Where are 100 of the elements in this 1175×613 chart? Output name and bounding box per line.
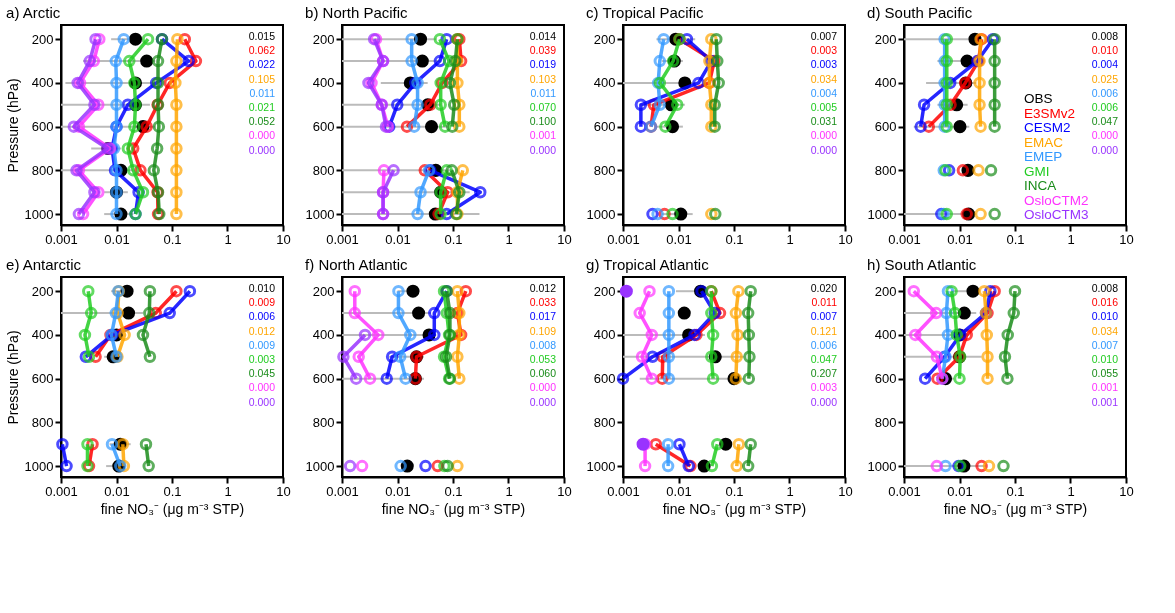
y-tick-label: 200 [593, 283, 616, 299]
annotation: 0.025 [1091, 72, 1119, 85]
y-tick-label: 600 [312, 119, 335, 135]
y-tick-label: 200 [874, 283, 897, 299]
annotation: 0.005 [810, 101, 838, 113]
annotation: 0.001 [1091, 395, 1119, 408]
annotation: 0.034 [1091, 324, 1119, 337]
x-tick-label: 10 [1119, 483, 1134, 499]
annotation: 0.000 [810, 129, 838, 142]
x-tick-label: 1 [224, 483, 232, 499]
x-tick-label: 0.1 [1006, 231, 1025, 247]
annotation: 0.001 [529, 129, 557, 142]
annotation: 0.022 [248, 58, 276, 71]
annotation: 0.001 [1091, 381, 1119, 394]
x-axis-title: fine NO₃⁻ (μg m⁻³ STP) [943, 500, 1088, 517]
y-tick-label: 400 [593, 75, 616, 91]
text: GMI [1023, 163, 1050, 179]
annotation: 0.008 [529, 338, 557, 351]
x-tick-label: 0.01 [666, 483, 692, 499]
annotation: 0.047 [1091, 115, 1119, 128]
x-tick-label: 10 [838, 483, 853, 499]
annotation: 0.010 [1091, 353, 1119, 365]
y-tick-label: 800 [874, 414, 897, 430]
x-tick-label: 0.1 [163, 483, 182, 499]
annotation: 0.003 [810, 44, 838, 57]
x-tick-label: 0.001 [45, 483, 78, 499]
annotation: 0.003 [248, 353, 276, 365]
x-tick-label: 0.001 [607, 483, 640, 499]
annotation: 0.010 [1091, 310, 1119, 323]
annotation: 0.004 [1091, 58, 1119, 71]
x-tick-label: 0.001 [607, 231, 640, 247]
y-tick-label: 200 [312, 283, 335, 299]
annotation: 0.000 [248, 395, 276, 408]
x-tick-label: 0.01 [385, 483, 411, 499]
y-tick-label: 400 [874, 75, 897, 91]
chart-title: g) Tropical Atlantic [586, 256, 710, 273]
x-tick-label: 0.1 [725, 231, 744, 247]
annotation: 0.020 [810, 282, 838, 294]
x-tick-label: 0.01 [666, 231, 692, 247]
y-tick-label: 200 [312, 31, 335, 47]
annotation: 0.009 [248, 338, 276, 351]
x-tick-label: 0.01 [947, 231, 973, 247]
annotation: 0.052 [248, 115, 276, 128]
annotation: 0.004 [810, 86, 838, 99]
annotation: 0.006 [1091, 86, 1119, 99]
x-tick-label: 10 [276, 483, 291, 499]
x-tick-label: 0.001 [326, 483, 359, 499]
annotation: 0.055 [1091, 367, 1119, 380]
x-tick-label: 10 [1119, 231, 1134, 247]
y-axis-title: Pressure (hPa) [4, 330, 21, 425]
x-tick-label: 10 [557, 483, 572, 499]
x-tick-label: 0.1 [444, 231, 463, 247]
annotation: 0.053 [529, 353, 557, 365]
y-tick-label: 800 [312, 414, 335, 430]
y-tick-label: 1000 [867, 206, 897, 222]
x-tick-label: 1 [505, 483, 513, 499]
annotation: 0.011 [530, 86, 557, 99]
text: EMEP [1023, 149, 1063, 164]
text: INCA [1023, 178, 1057, 193]
annotation: 0.000 [1091, 143, 1119, 156]
annotation: 0.007 [810, 310, 838, 323]
annotation: 0.012 [248, 324, 276, 337]
annotation: 0.016 [1091, 296, 1119, 309]
x-tick-label: 0.001 [326, 231, 359, 247]
x-tick-label: 0.1 [725, 483, 744, 499]
y-tick-label: 800 [31, 162, 54, 178]
x-tick-label: 0.1 [1006, 483, 1025, 499]
annotation: 0.000 [529, 395, 557, 408]
annotation: 0.121 [810, 324, 838, 337]
x-tick-label: 0.01 [104, 231, 130, 247]
x-tick-label: 1 [786, 483, 794, 499]
y-tick-label: 1000 [586, 206, 616, 222]
annotation: 0.003 [810, 381, 838, 394]
y-tick-label: 400 [31, 327, 54, 343]
annotation: 0.000 [248, 129, 276, 142]
x-tick-label: 1 [786, 231, 794, 247]
x-tick-label: 10 [557, 231, 572, 247]
y-tick-label: 400 [312, 75, 335, 91]
x-tick-label: 0.1 [163, 231, 182, 247]
y-tick-label: 1000 [305, 206, 335, 222]
annotation: 0.000 [529, 143, 557, 156]
annotation: 0.003 [810, 58, 838, 71]
annotation: 0.033 [529, 296, 557, 309]
annotation: 0.010 [248, 282, 276, 294]
x-tick-label: 10 [838, 231, 853, 247]
annotation: 0.070 [529, 101, 557, 113]
y-tick-label: 600 [593, 119, 616, 135]
annotation: 0.009 [248, 296, 276, 309]
annotation: 0.000 [248, 381, 276, 394]
annotation: 0.000 [810, 143, 838, 156]
y-tick-label: 800 [31, 414, 54, 430]
annotation: 0.103 [529, 72, 557, 85]
annotation: 0.006 [248, 310, 276, 323]
y-tick-label: 1000 [305, 458, 335, 474]
chart-title: e) Antarctic [6, 256, 82, 273]
x-tick-label: 1 [224, 231, 232, 247]
chart-title: f) North Atlantic [305, 256, 409, 273]
annotation: 0.007 [810, 30, 838, 42]
annotation: 0.019 [529, 58, 557, 71]
annotation: 0.021 [248, 101, 276, 113]
